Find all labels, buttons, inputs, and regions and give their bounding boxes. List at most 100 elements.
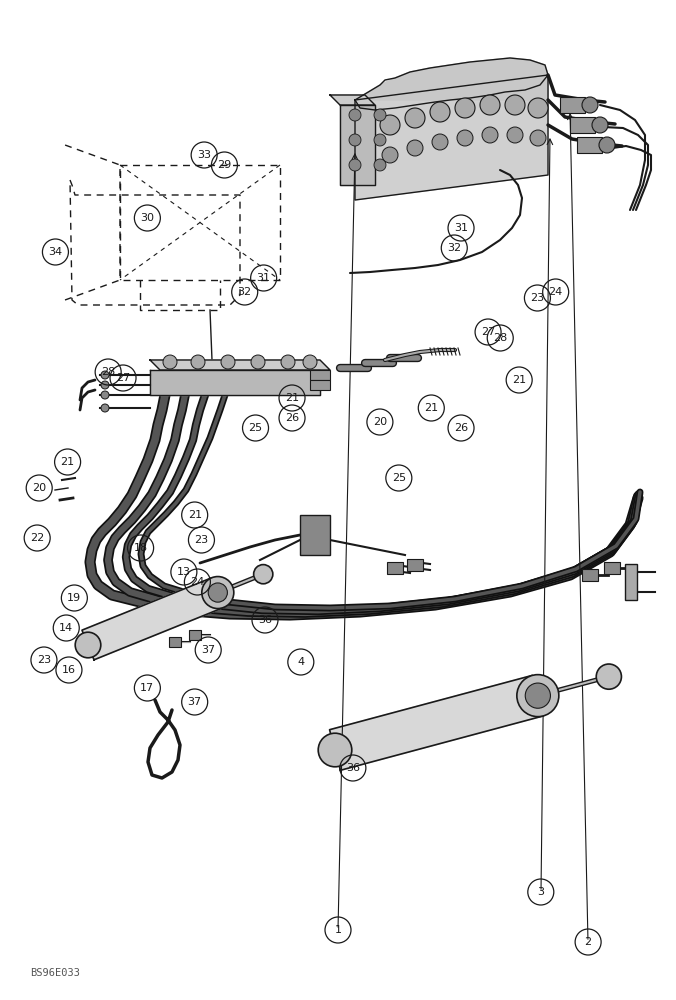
Text: 29: 29 <box>217 160 232 170</box>
Circle shape <box>528 98 548 118</box>
Text: BS96E033: BS96E033 <box>30 968 80 978</box>
Text: 31: 31 <box>454 223 468 233</box>
Circle shape <box>405 108 425 128</box>
Text: 32: 32 <box>238 287 251 297</box>
Circle shape <box>455 98 475 118</box>
Text: 19: 19 <box>68 593 81 603</box>
Text: 30: 30 <box>141 213 154 223</box>
Text: 3: 3 <box>537 887 544 897</box>
Text: 17: 17 <box>141 683 154 693</box>
Circle shape <box>208 583 227 602</box>
Circle shape <box>281 355 295 369</box>
Text: 25: 25 <box>249 423 262 433</box>
Text: 36: 36 <box>258 615 272 625</box>
Circle shape <box>101 391 109 399</box>
Circle shape <box>582 97 598 113</box>
Text: 23: 23 <box>195 535 208 545</box>
Text: 18: 18 <box>134 543 147 553</box>
Circle shape <box>349 134 361 146</box>
Text: 1: 1 <box>335 925 341 935</box>
Circle shape <box>303 355 317 369</box>
Text: 34: 34 <box>49 247 62 257</box>
Circle shape <box>596 664 621 689</box>
Bar <box>189 630 201 640</box>
Circle shape <box>432 134 448 150</box>
Bar <box>560 97 585 113</box>
Bar <box>310 370 330 380</box>
Bar <box>407 559 423 571</box>
Polygon shape <box>150 370 320 395</box>
Circle shape <box>480 95 500 115</box>
Text: 27: 27 <box>116 373 130 383</box>
Circle shape <box>599 137 615 153</box>
Circle shape <box>517 675 559 717</box>
Circle shape <box>101 381 109 389</box>
Text: 32: 32 <box>448 243 461 253</box>
Bar <box>625 564 637 600</box>
Polygon shape <box>82 578 224 660</box>
Bar <box>570 117 595 133</box>
Text: 26: 26 <box>454 423 468 433</box>
Text: 28: 28 <box>493 333 508 343</box>
Text: 13: 13 <box>177 567 191 577</box>
Text: 24: 24 <box>190 577 205 587</box>
Text: 37: 37 <box>201 645 215 655</box>
Text: 31: 31 <box>257 273 270 283</box>
Circle shape <box>374 134 386 146</box>
Text: 26: 26 <box>285 413 299 423</box>
Circle shape <box>349 159 361 171</box>
Text: 22: 22 <box>30 533 45 543</box>
Text: 24: 24 <box>548 287 563 297</box>
Bar <box>582 569 598 581</box>
Polygon shape <box>330 675 544 770</box>
Text: 21: 21 <box>512 375 526 385</box>
Text: 23: 23 <box>531 293 544 303</box>
Text: 2: 2 <box>585 937 592 947</box>
Circle shape <box>525 683 550 708</box>
Polygon shape <box>355 75 548 200</box>
Circle shape <box>374 159 386 171</box>
Text: 37: 37 <box>188 697 201 707</box>
Bar <box>300 515 330 555</box>
Bar <box>577 137 602 153</box>
Circle shape <box>457 130 473 146</box>
Circle shape <box>407 140 423 156</box>
Circle shape <box>202 577 234 609</box>
Text: 4: 4 <box>297 657 304 667</box>
Circle shape <box>507 127 523 143</box>
Circle shape <box>482 127 498 143</box>
Circle shape <box>163 355 177 369</box>
Circle shape <box>75 632 101 658</box>
Text: 20: 20 <box>373 417 387 427</box>
Bar <box>169 637 181 647</box>
Text: 27: 27 <box>481 327 496 337</box>
Circle shape <box>191 355 205 369</box>
Text: 16: 16 <box>62 665 76 675</box>
Circle shape <box>374 109 386 121</box>
Polygon shape <box>340 105 375 185</box>
Text: 25: 25 <box>392 473 406 483</box>
Text: 33: 33 <box>197 150 211 160</box>
Circle shape <box>430 102 450 122</box>
Circle shape <box>318 733 352 767</box>
Text: 36: 36 <box>346 763 360 773</box>
Circle shape <box>380 115 400 135</box>
Circle shape <box>101 371 109 379</box>
Text: 21: 21 <box>285 393 299 403</box>
Text: 21: 21 <box>188 510 201 520</box>
Circle shape <box>101 404 109 412</box>
Text: 20: 20 <box>32 483 46 493</box>
Circle shape <box>221 355 235 369</box>
Circle shape <box>382 147 398 163</box>
Text: 28: 28 <box>101 367 116 377</box>
Circle shape <box>349 109 361 121</box>
Text: 21: 21 <box>425 403 438 413</box>
Circle shape <box>254 565 273 584</box>
Bar <box>387 562 403 574</box>
Bar <box>310 380 330 390</box>
Text: 21: 21 <box>61 457 74 467</box>
Polygon shape <box>355 58 548 100</box>
Polygon shape <box>330 95 375 105</box>
Circle shape <box>505 95 525 115</box>
Bar <box>604 562 620 574</box>
